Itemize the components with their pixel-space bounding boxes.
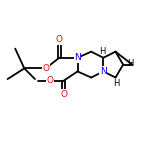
Text: H: H <box>99 47 106 56</box>
Text: O: O <box>42 64 49 73</box>
Text: O: O <box>60 90 67 99</box>
Text: H: H <box>127 59 134 68</box>
Text: O: O <box>47 76 54 85</box>
Text: O: O <box>56 35 63 44</box>
Text: N: N <box>100 67 107 76</box>
Text: H: H <box>113 79 119 88</box>
Text: N: N <box>74 53 81 62</box>
